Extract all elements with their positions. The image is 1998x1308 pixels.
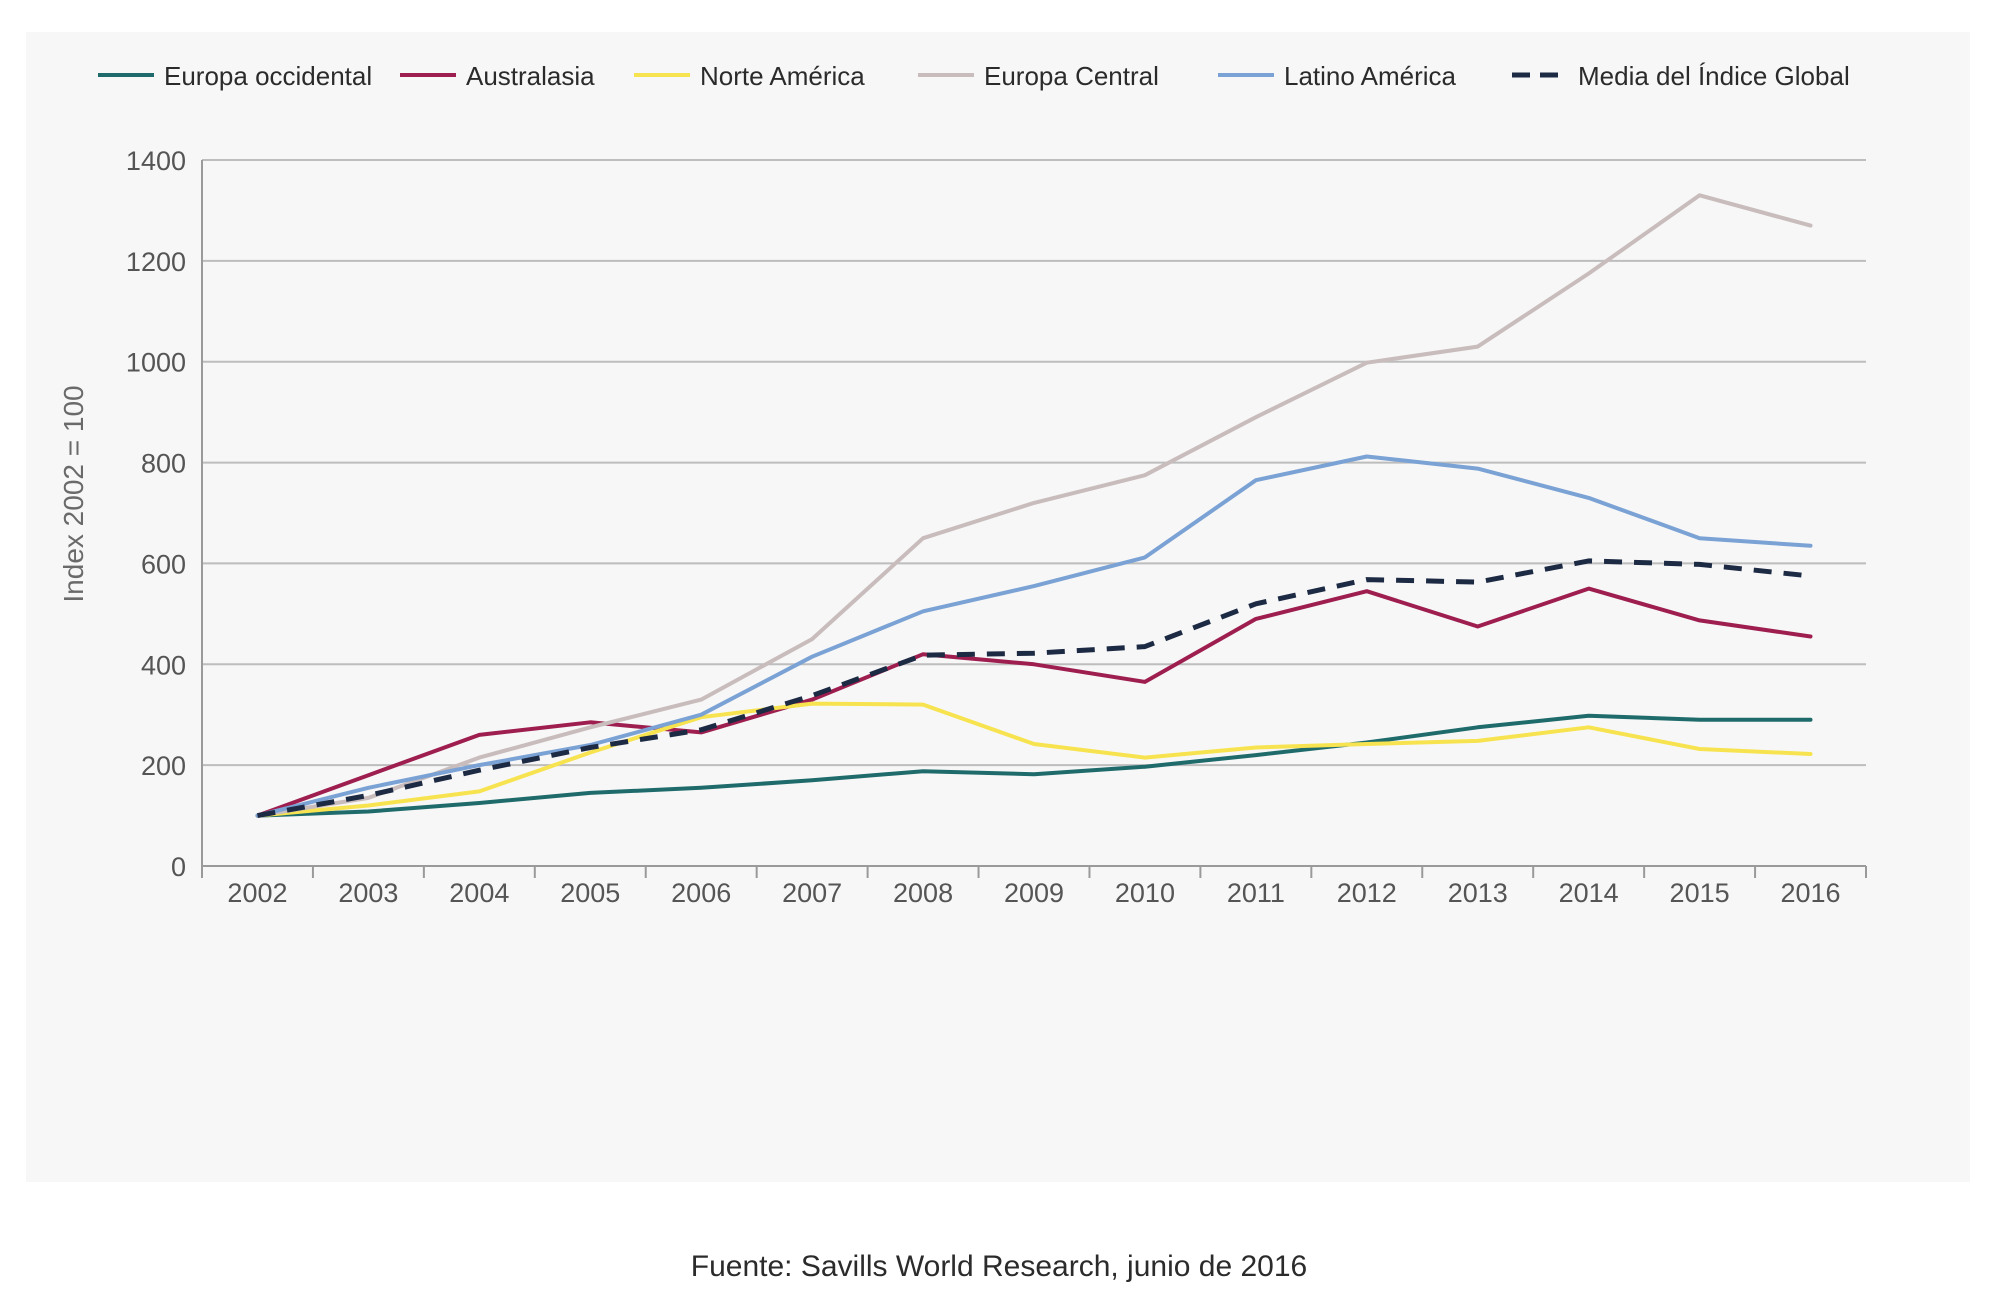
x-tick-label: 2016 — [1780, 878, 1840, 908]
x-tick-label: 2004 — [449, 878, 509, 908]
y-tick-label: 1200 — [126, 247, 186, 277]
series-line-4 — [255, 454, 1813, 818]
legend-item-4: Latino América — [1218, 61, 1457, 91]
x-tick-label: 2012 — [1337, 878, 1397, 908]
series-lines — [255, 193, 1813, 819]
x-tick-label: 2007 — [782, 878, 842, 908]
x-tick-label: 2005 — [560, 878, 620, 908]
legend-item-0: Europa occidental — [98, 61, 372, 91]
legend-item-5: Media del Índice Global — [1512, 61, 1850, 91]
legend-item-1: Australasia — [400, 61, 595, 91]
series-line-0 — [255, 713, 1813, 818]
gridlines — [202, 159, 1866, 767]
y-tick-label: 1000 — [126, 348, 186, 378]
x-tick-label: 2011 — [1227, 878, 1285, 908]
x-tick-label: 2014 — [1559, 878, 1619, 908]
x-tick-label: 2006 — [671, 878, 731, 908]
legend-label: Latino América — [1284, 61, 1457, 91]
legend-item-3: Europa Central — [918, 61, 1159, 91]
legend-label: Norte América — [700, 61, 865, 91]
series-line-3 — [255, 193, 1813, 818]
y-tick-label: 400 — [141, 650, 186, 680]
axes: 0 200 400 600 800 1000 1200 1400 2002 2003 2004 200… — [126, 146, 1867, 908]
y-tick-label: 0 — [171, 852, 186, 882]
y-tick-label: 1400 — [126, 146, 186, 176]
y-tick-label: 800 — [141, 449, 186, 479]
legend-label: Australasia — [466, 61, 595, 91]
x-tick-label: 2008 — [893, 878, 953, 908]
source-caption: Fuente: Savills World Research, junio de… — [690, 1250, 1308, 1283]
chart-panel: Europa occidental Australasia Norte Améric… — [26, 32, 1970, 1182]
x-tick-label: 2009 — [1004, 878, 1064, 908]
x-tick-label: 2010 — [1115, 878, 1175, 908]
x-tick-label: 2003 — [338, 878, 398, 908]
series-line-5 — [257, 558, 1811, 819]
series-line-1 — [255, 586, 1813, 818]
x-tick-label: 2002 — [227, 878, 287, 908]
line-chart: Europa occidental Australasia Norte Améric… — [58, 61, 1867, 908]
x-tick-label: 2013 — [1448, 878, 1508, 908]
legend-label: Media del Índice Global — [1578, 61, 1850, 91]
series-line-2 — [255, 701, 1813, 818]
legend-label: Europa Central — [984, 61, 1159, 91]
y-tick-label: 600 — [141, 549, 186, 579]
legend-label: Europa occidental — [164, 61, 372, 91]
legend-item-2: Norte América — [634, 61, 865, 91]
y-tick-label: 200 — [141, 751, 186, 781]
legend: Europa occidental Australasia Norte Améric… — [98, 61, 1850, 91]
x-tick-label: 2015 — [1670, 878, 1730, 908]
y-axis-label: Index 2002 = 100 — [58, 385, 89, 602]
